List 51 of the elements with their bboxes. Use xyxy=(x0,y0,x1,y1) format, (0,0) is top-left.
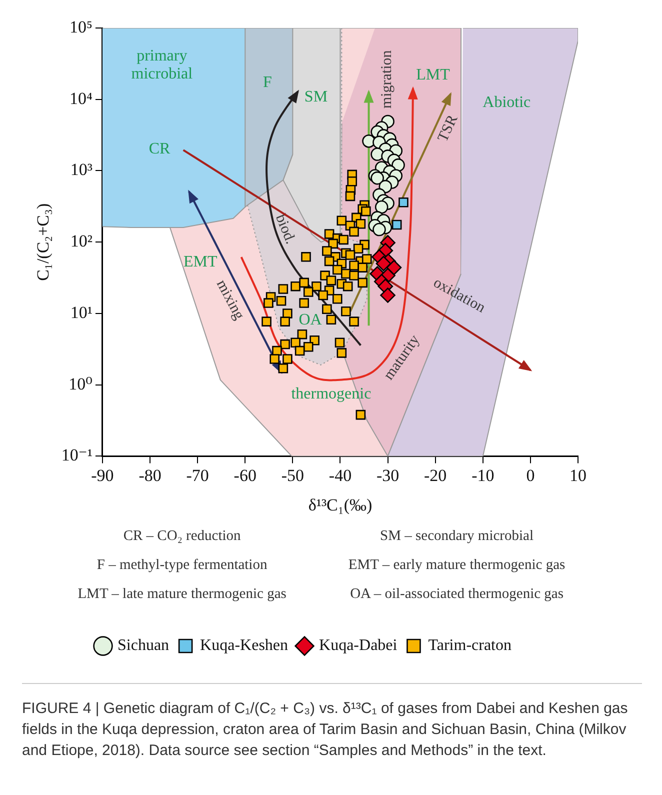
x-tick-label: 10 xyxy=(570,466,586,485)
y-tick-label: 10⁴ xyxy=(70,88,93,108)
caption: FIGURE 4 | Genetic diagram of C₁/(C₂ + C₃) vs. δ¹³C₁ of gases from Dabei and Keshen gas fields in the Kuqa depression, craton area of Tarim Basin and Sichuan Basin, China (Milkov and Etiope, 2018). Data source see section “Samples and Methods” in the text. xyxy=(22,683,642,761)
annotation: SM xyxy=(304,88,328,106)
point xyxy=(370,171,384,185)
x-tick-label: -90 xyxy=(91,466,114,485)
x-tick-label: -20 xyxy=(424,466,447,485)
y-tick-label: 10⁻¹ xyxy=(61,446,92,465)
point xyxy=(374,200,388,214)
y-tick-label: 10³ xyxy=(70,160,92,180)
text: OA – oil-associated thermogenic gas xyxy=(350,586,564,602)
legend-label: Kuqa-Keshen xyxy=(200,637,288,654)
annotation: biod. xyxy=(272,212,298,246)
point xyxy=(398,198,408,208)
text: F – methyl-type fermentation xyxy=(96,556,268,573)
y-tick-label: 10¹ xyxy=(70,302,92,322)
annotation: migration xyxy=(378,50,395,109)
legend-label: Sichuan xyxy=(118,637,170,654)
legend-label: Kuqa-Dabei xyxy=(319,637,398,654)
y-axis-title: C₁/(C₂+C₃) xyxy=(34,203,53,281)
x-tick-label: -30 xyxy=(376,466,400,485)
annotation: thermogenic xyxy=(291,385,372,402)
y-tick-label: 10⁵ xyxy=(70,17,93,36)
point xyxy=(392,220,402,230)
y-tick-label: 10⁰ xyxy=(68,374,93,394)
x-tick-label: -40 xyxy=(328,466,352,485)
point xyxy=(376,256,392,272)
annotation: EMT xyxy=(184,253,218,270)
text: CR – CO₂ reduction xyxy=(123,528,242,544)
annotation: OA xyxy=(298,312,322,329)
annotation: CR xyxy=(148,140,171,158)
annotation: F xyxy=(263,74,272,92)
annotation: Abiotic xyxy=(482,94,531,112)
x-tick-label: -70 xyxy=(186,466,209,485)
x-tick-label: -60 xyxy=(234,466,256,485)
x-tick-label: -10 xyxy=(472,466,494,485)
point xyxy=(380,288,396,303)
annotation: TSR xyxy=(435,112,462,144)
text: SM – secondary microbial xyxy=(380,528,534,544)
x-axis-title: δ¹³C₁(‰) xyxy=(308,495,372,514)
legend-label: Tarim-craton xyxy=(428,637,512,654)
x-tick-label: -80 xyxy=(138,466,162,485)
point xyxy=(372,222,386,236)
annotation: primary microbial xyxy=(131,47,194,82)
annotation: LMT xyxy=(416,66,450,84)
x-tick-label: 0 xyxy=(526,466,535,485)
text: LMT – late mature thermogenic gas xyxy=(78,586,287,602)
x-tick-label: -50 xyxy=(281,466,304,485)
text: EMT – early mature thermogenic gas xyxy=(348,556,566,573)
point xyxy=(370,148,384,161)
y-tick-label: 10² xyxy=(70,232,92,251)
